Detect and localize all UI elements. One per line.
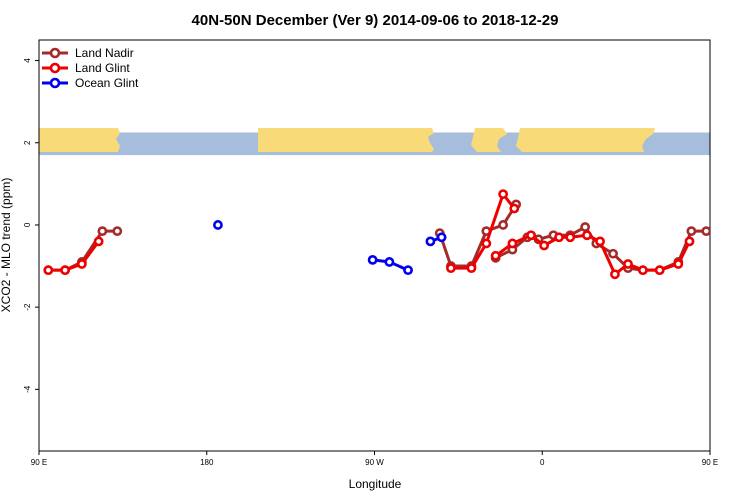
y-axis-label: XCO2 - MLO trend (ppm) — [0, 178, 13, 313]
x-tick-label: 90 W — [365, 458, 384, 467]
ocean-glint-point — [403, 265, 413, 276]
land-glint-point — [93, 236, 104, 247]
y-tick-label: -4 — [23, 385, 32, 393]
x-axis: 90 E 180 90 W 0 90 E — [31, 451, 718, 467]
series-layer — [43, 189, 710, 280]
land-glint-point — [76, 259, 87, 269]
land-glint-point — [490, 250, 501, 261]
ocean-glint-point — [425, 236, 436, 247]
land-glint-point — [498, 189, 509, 200]
plot-frame — [38, 39, 711, 452]
y-tick-label: 2 — [23, 140, 32, 145]
land-glint-point — [610, 269, 620, 280]
series-land-glint — [43, 189, 695, 280]
land-nadir-point — [498, 220, 509, 230]
land-nadir-point — [112, 226, 123, 237]
chart-title: 40N-50N December (Ver 9) 2014-09-06 to 2… — [192, 12, 559, 29]
y-tick-label: 0 — [23, 222, 32, 227]
x-tick-label: 90 E — [702, 458, 718, 467]
legend-marker — [49, 47, 61, 59]
land-glint-point — [595, 236, 605, 247]
land-glint-point — [582, 230, 592, 241]
land-nadir-point — [97, 226, 108, 237]
legend-label: Ocean Glint — [75, 76, 139, 90]
land-glint-point — [509, 203, 520, 214]
ocean-glint-point — [367, 254, 378, 265]
x-axis-label: Longitude — [349, 477, 402, 491]
legend-marker — [49, 62, 61, 74]
land-glint-point — [565, 232, 576, 243]
ocean-glint-point — [213, 220, 223, 230]
ocean-glint-point — [436, 232, 447, 243]
ocean-glint-point — [384, 257, 395, 267]
land-glint-point — [43, 265, 54, 276]
legend-label: Land Glint — [75, 61, 130, 75]
y-tick-label: -2 — [23, 303, 32, 311]
land-glint-point — [466, 263, 477, 274]
land-glint-point — [539, 240, 550, 251]
land-glint-point — [481, 238, 492, 249]
x-tick-label: 180 — [200, 458, 214, 467]
land-glint-point — [654, 265, 665, 276]
land-glint-point — [554, 232, 564, 243]
land-nadir-point — [608, 248, 618, 259]
legend-marker — [49, 77, 61, 89]
x-tick-label: 0 — [540, 458, 545, 467]
land-glint-point — [638, 265, 648, 276]
legend-item-land-glint: Land Glint — [42, 61, 130, 75]
x-tick-label: 90 E — [31, 458, 47, 467]
land-nadir-point — [686, 226, 697, 237]
land-glint-point — [673, 259, 684, 269]
land-nadir-point — [701, 226, 710, 237]
land-glint-point — [623, 259, 633, 269]
land-nadir-point — [580, 222, 591, 232]
land-glint-point — [684, 236, 695, 247]
y-tick-label: 4 — [23, 58, 32, 63]
legend-item-land-nadir: Land Nadir — [42, 46, 134, 60]
land-glint-point — [446, 263, 456, 274]
map-land — [39, 128, 655, 152]
series-ocean-glint — [213, 220, 447, 276]
land-glint-point — [526, 230, 536, 241]
legend-item-ocean-glint: Ocean Glint — [42, 76, 139, 90]
legend-label: Land Nadir — [75, 46, 134, 60]
land-glint-point — [507, 238, 518, 249]
land-glint-point — [60, 265, 70, 276]
land-glint-line — [48, 240, 100, 272]
y-axis: 4 2 0 -2 -4 — [23, 58, 39, 393]
world-map-strip — [39, 128, 710, 156]
